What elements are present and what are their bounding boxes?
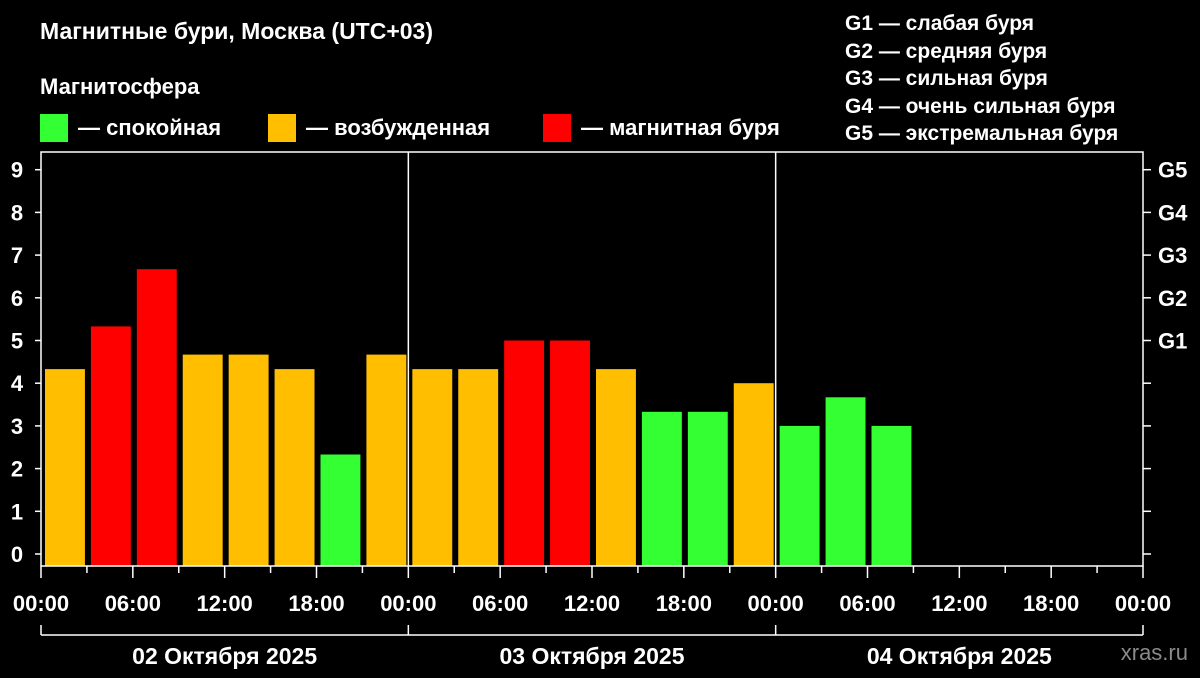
g-tick-label: G4: [1158, 200, 1188, 225]
y-tick-label: 4: [11, 371, 24, 396]
kp-bar: [641, 411, 682, 566]
y-tick-label: 3: [11, 414, 23, 439]
y-tick-label: 1: [11, 499, 23, 524]
x-tick-label: 00:00: [380, 591, 436, 616]
x-tick-label: 18:00: [1023, 591, 1079, 616]
kp-bar: [320, 454, 361, 566]
x-tick-label: 12:00: [197, 591, 253, 616]
kp-bar: [45, 369, 85, 566]
y-tick-label: 7: [11, 243, 23, 268]
x-tick-label: 12:00: [564, 591, 620, 616]
day-label: 04 Октября 2025: [867, 643, 1052, 669]
x-tick-label: 12:00: [931, 591, 987, 616]
g-level-1: G1 — слабая буря: [845, 12, 1035, 35]
legend-quiet: — спокойная: [40, 113, 221, 143]
legend-storm-label: — магнитная буря: [581, 115, 780, 140]
kp-bar: [550, 340, 590, 566]
g-level-3: G3 — сильная буря: [845, 67, 1048, 90]
y-tick-label: 6: [11, 286, 23, 311]
g-tick-label: G1: [1158, 329, 1187, 354]
legend-quiet-swatch: [40, 114, 68, 142]
kp-bar: [825, 397, 866, 566]
x-tick-label: 06:00: [472, 591, 528, 616]
kp-bar: [458, 369, 499, 566]
x-tick-label: 00:00: [748, 591, 804, 616]
x-tick-label: 00:00: [13, 591, 69, 616]
y-tick-label: 2: [11, 457, 23, 482]
chart-title: Магнитные бури, Москва (UTC+03): [40, 18, 434, 44]
g-level-legend: G1 — слабая буря G2 — средняя буря G3 — …: [845, 10, 1118, 148]
g-tick-label: G2: [1158, 286, 1187, 311]
day-label: 03 Октября 2025: [500, 643, 685, 669]
kp-bar: [871, 425, 912, 566]
kp-bar: [412, 369, 453, 566]
kp-bar: [687, 411, 728, 566]
x-tick-label: 18:00: [288, 591, 344, 616]
day-label: 02 Октября 2025: [132, 643, 317, 669]
x-tick-label: 18:00: [656, 591, 712, 616]
x-tick-label: 00:00: [1115, 591, 1171, 616]
kp-bar: [504, 340, 545, 566]
kp-bar: [366, 354, 407, 566]
chart-subtitle: Магнитосфера: [40, 74, 200, 99]
kp-bar: [779, 425, 820, 566]
legend-excited: — возбужденная: [268, 113, 490, 143]
x-tick-label: 06:00: [105, 591, 161, 616]
g-tick-label: G3: [1158, 243, 1187, 268]
kp-bar: [136, 269, 177, 566]
kp-bar: [90, 326, 131, 566]
kp-bar: [182, 354, 223, 566]
watermark: xras.ru: [1120, 640, 1188, 665]
y-tick-label: 0: [11, 542, 23, 567]
g-level-4: G4 — очень сильная буря: [845, 94, 1116, 118]
kp-bar: [228, 354, 269, 566]
kp-bar: [274, 369, 315, 566]
legend-excited-swatch: [268, 114, 296, 142]
y-tick-label: 9: [11, 158, 23, 183]
legend-storm: — магнитная буря: [543, 113, 780, 143]
kp-bar: [733, 383, 774, 566]
legend-storm-swatch: [543, 114, 571, 142]
g-level-2: G2 — средняя буря: [845, 39, 1048, 63]
legend-quiet-label: — спокойная: [78, 115, 222, 140]
x-tick-label: 06:00: [839, 591, 895, 616]
kp-bar: [596, 369, 636, 566]
g-tick-label: G5: [1158, 158, 1187, 183]
y-tick-label: 5: [11, 329, 23, 354]
legend-excited-label: — возбужденная: [306, 115, 491, 140]
y-tick-label: 8: [11, 200, 23, 225]
g-level-5: G5 — экстремальная буря: [845, 122, 1119, 145]
